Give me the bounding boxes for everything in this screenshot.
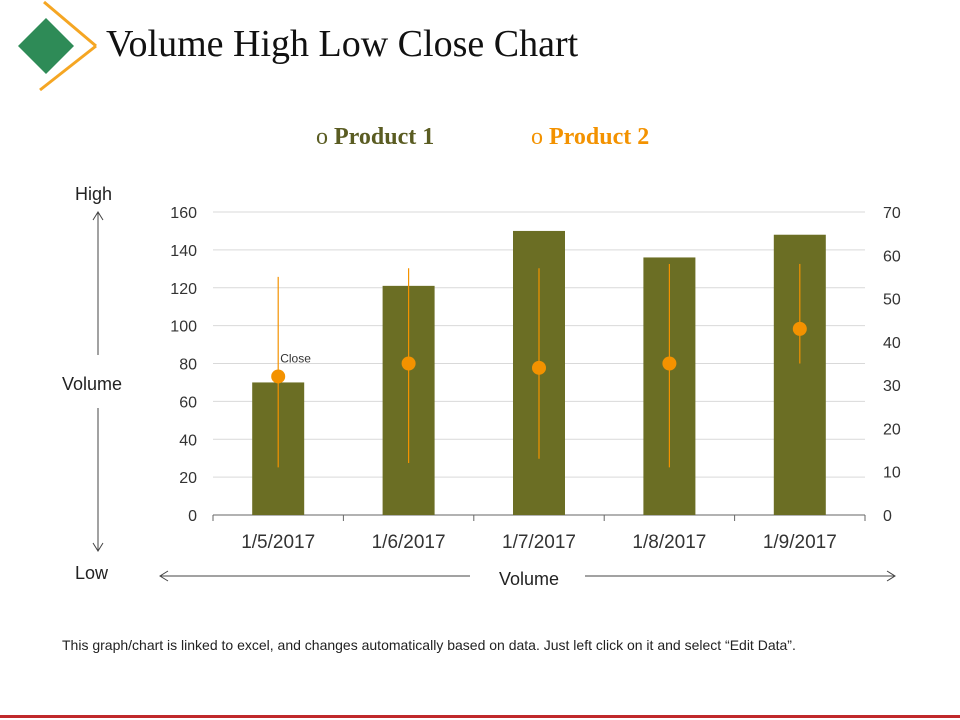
y-left-tick-label: 140 [170,243,197,260]
y-right-tick-label: 70 [883,205,901,222]
close-data-label: Close [280,351,311,365]
x-tick-label: 1/5/2017 [241,532,315,553]
x-tick-label: 1/8/2017 [632,532,706,553]
x-tick-label: 1/9/2017 [763,532,837,553]
y-right-tick-label: 0 [883,508,892,525]
volume-left-label: Volume [62,374,123,394]
close-point [792,321,807,336]
legend-marker-1: o [316,124,328,150]
y-left-tick-label: 20 [179,470,197,487]
y-left-tick-label: 120 [170,281,197,298]
high-low-series-product-2 [271,263,807,468]
footnote: This graph/chart is linked to excel, and… [62,637,796,653]
legend-label-2: Product 2 [549,124,650,150]
arrow-right-head [886,570,896,582]
legend-marker-2: o [531,124,543,150]
y-left-tick-label: 100 [170,319,197,336]
high-label: High [75,184,113,204]
y-right-tick-label: 20 [883,421,901,438]
y-left-tick-label: 80 [179,357,197,374]
y-left-tick-label: 160 [170,205,197,222]
y-right-tick-label: 10 [883,465,901,482]
volume-bottom-label: Volume [499,569,560,589]
page-title: Volume High Low Close Chart [106,23,579,65]
close-point [662,356,677,371]
x-tick-label: 1/7/2017 [502,532,576,553]
arrow-down-head [92,542,104,552]
close-point [532,360,546,375]
arrow-left-head [159,570,169,582]
close-point [401,356,416,371]
legend-item-product-2: o Product 2 [531,124,649,151]
legend-label-1: Product 1 [334,124,435,150]
close-point [271,369,286,384]
low-label: Low [75,563,109,583]
y-left-tick-label: 60 [179,394,197,411]
logo-diamond-icon [18,0,97,92]
y-left-tick-label: 0 [188,508,197,525]
legend-item-product-1: o Product 1 [316,124,434,151]
y-axis-right: 0 10 20 30 40 50 60 70 [883,205,901,525]
y-right-tick-label: 50 [883,292,901,309]
y-axis-left: 0 20 40 60 80 100 120 140 160 [170,205,197,525]
bottom-rule [0,715,960,718]
y-right-tick-label: 30 [883,378,901,395]
y-right-tick-label: 60 [883,248,901,265]
y-left-tick-label: 40 [179,432,197,449]
y-right-tick-label: 40 [883,335,901,352]
arrow-up-head [92,211,104,221]
x-tick-label: 1/6/2017 [372,532,446,553]
axis-arrows [92,211,896,582]
x-axis: 1/5/2017 1/6/2017 1/7/2017 1/8/2017 1/9/2017 [212,515,866,553]
annotations: Close [280,351,311,365]
